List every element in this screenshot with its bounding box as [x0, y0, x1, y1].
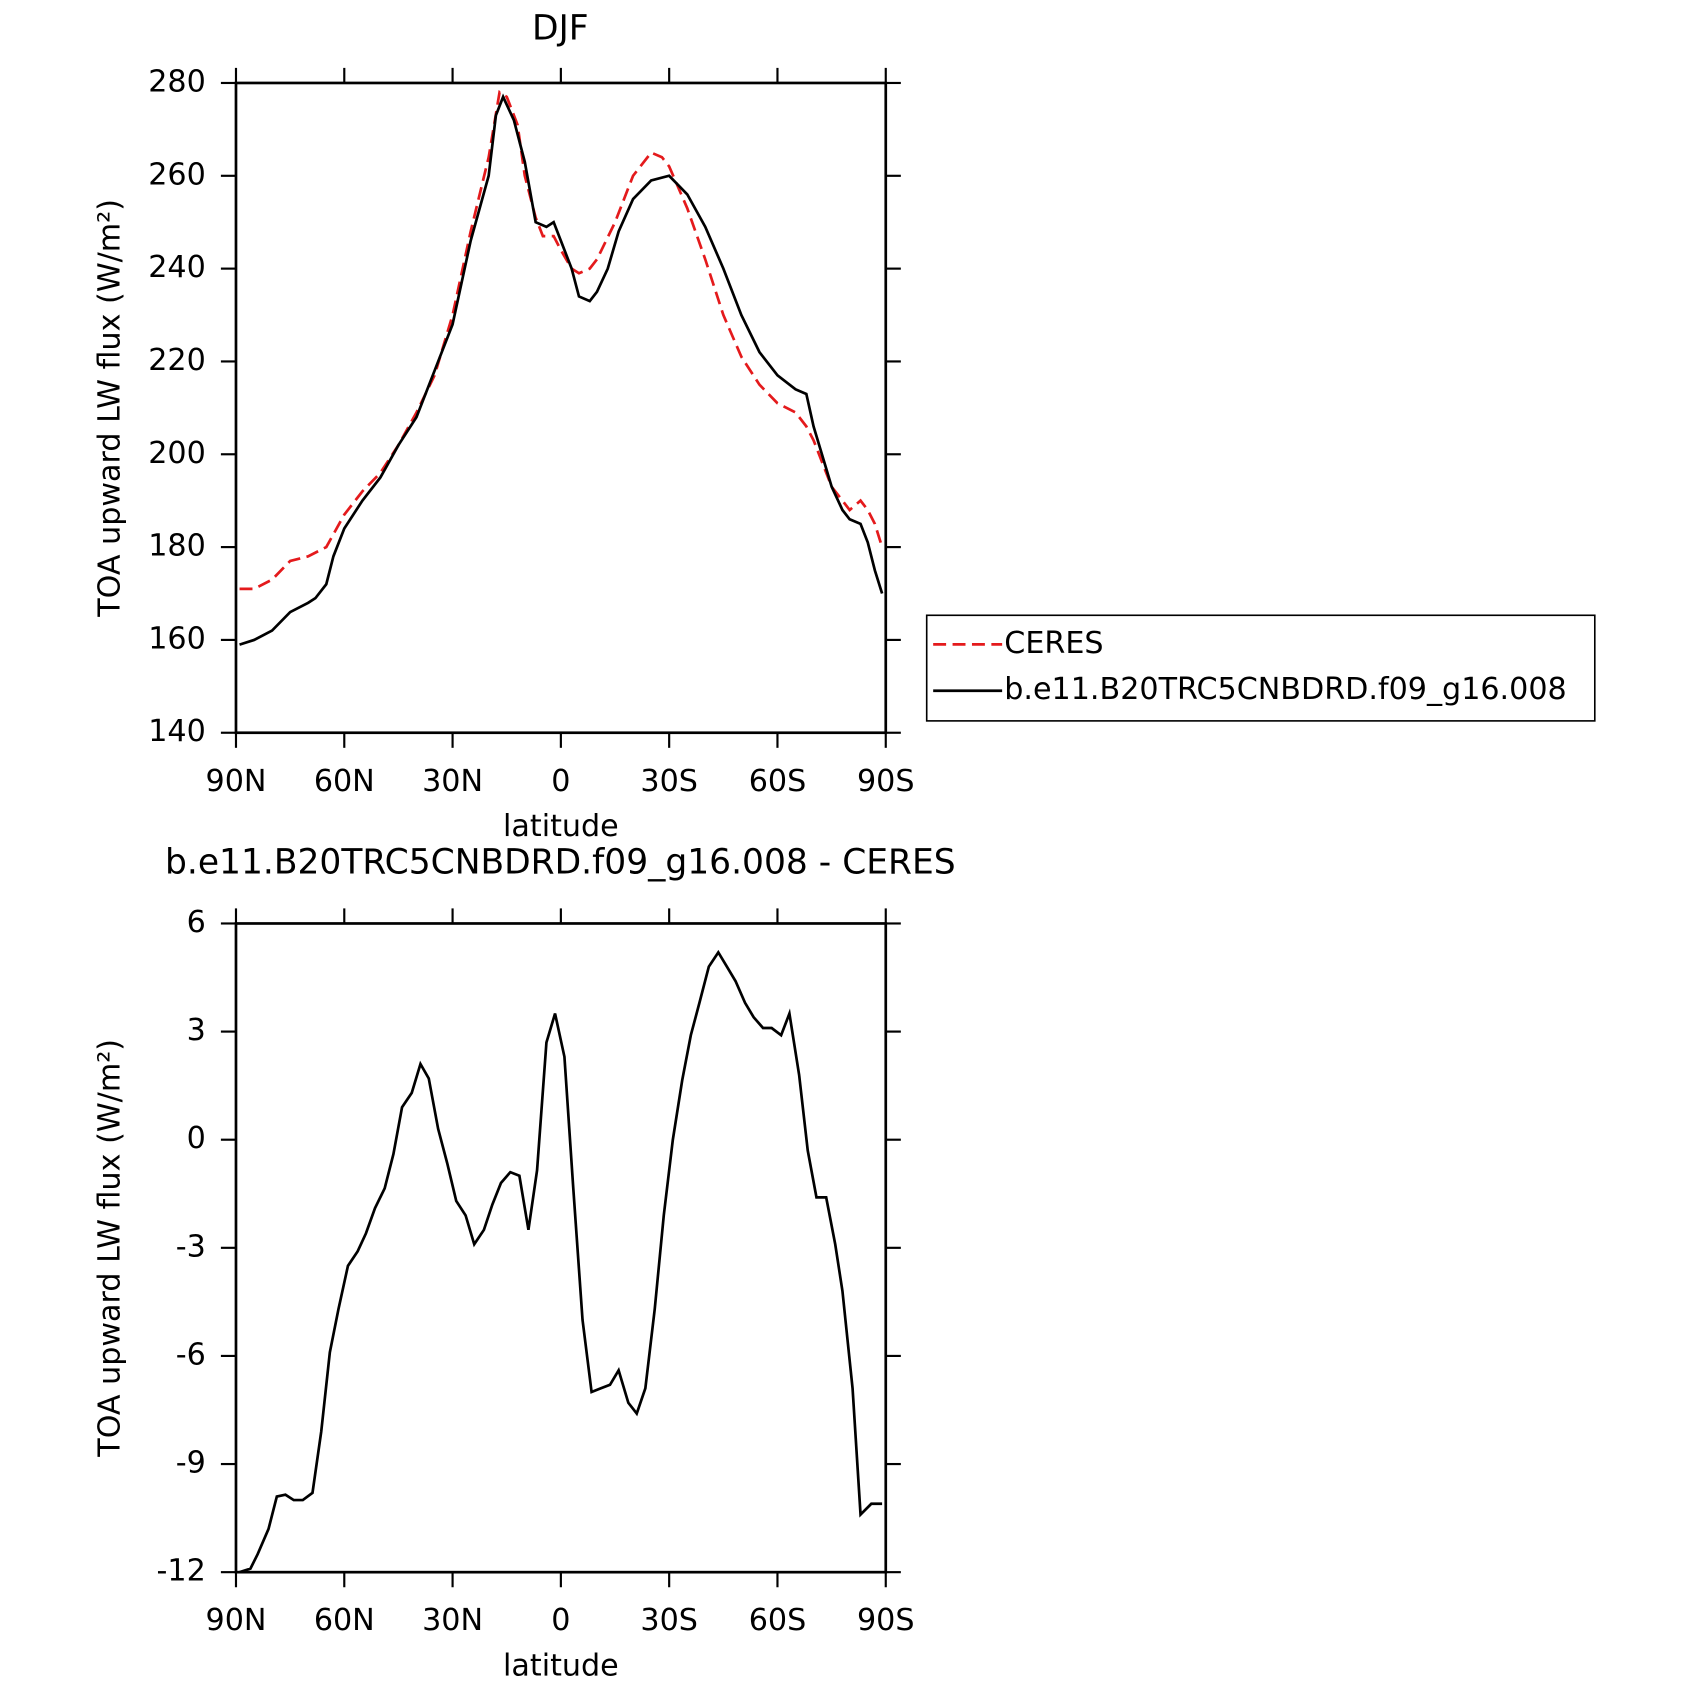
y-tick-label: 200: [148, 436, 206, 471]
y-tick-label: 240: [148, 250, 206, 285]
y-tick-label: -12: [157, 1554, 206, 1589]
x-tick-label: 90N: [206, 764, 267, 799]
y-tick-label: 140: [148, 714, 206, 749]
legend-label: b.e11.B20TRC5CNBDRD.f09_g16.008: [1004, 672, 1566, 707]
y-tick-label: 6: [187, 905, 206, 940]
x-tick-label: 60N: [314, 1603, 375, 1638]
y-tick-label: -6: [176, 1337, 206, 1372]
x-tick-label: 0: [551, 764, 570, 799]
x-tick-label: 60S: [749, 1603, 807, 1638]
legend-box: [925, 614, 1596, 722]
x-tick-label: 60N: [314, 764, 375, 799]
x-axis-label: latitude: [503, 809, 619, 844]
y-axis-label: TOA upward LW flux (W/m²): [92, 1039, 127, 1458]
y-tick-label: -9: [176, 1446, 206, 1481]
y-tick-label: 0: [187, 1121, 206, 1156]
x-tick-label: 90N: [206, 1603, 267, 1638]
plot-frame: [234, 81, 888, 735]
x-tick-label: 30N: [422, 1603, 483, 1638]
data-line: [239, 949, 883, 1574]
x-axis-label: latitude: [503, 1648, 619, 1681]
y-tick-label: 280: [148, 64, 206, 99]
x-tick-label: 0: [551, 1603, 570, 1638]
legend-label: CERES: [1004, 626, 1103, 661]
data-line: [239, 93, 884, 646]
x-tick-label: 90S: [857, 764, 915, 799]
x-tick-label: 30S: [640, 764, 698, 799]
y-axis-label: TOA upward LW flux (W/m²): [92, 199, 127, 618]
x-tick-label: 60S: [749, 764, 807, 799]
x-tick-label: 30S: [640, 1603, 698, 1638]
y-tick-label: 3: [187, 1013, 206, 1048]
y-tick-label: 180: [148, 529, 206, 564]
x-tick-label: 30N: [422, 764, 483, 799]
chart-title: b.e11.B20TRC5CNBDRD.f09_g16.008 - CERES: [165, 843, 956, 883]
data-line: [239, 90, 884, 591]
y-tick-label: 160: [148, 621, 206, 656]
plot-frame: [234, 922, 888, 1574]
chart-title: DJF: [532, 9, 589, 49]
y-tick-label: -3: [176, 1229, 206, 1264]
y-tick-label: 260: [148, 157, 206, 192]
y-tick-label: 220: [148, 343, 206, 378]
x-tick-label: 90S: [857, 1603, 915, 1638]
